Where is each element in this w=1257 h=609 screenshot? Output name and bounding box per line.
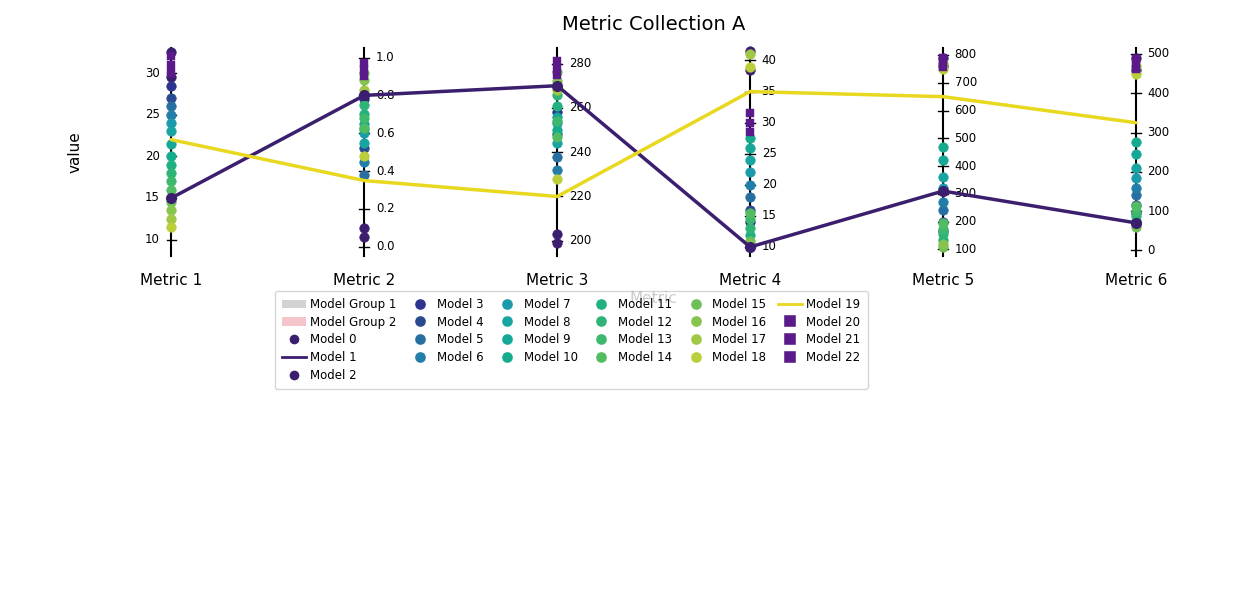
Title: Metric Collection A: Metric Collection A — [562, 15, 745, 34]
Text: 30: 30 — [145, 66, 160, 80]
Text: 10: 10 — [145, 233, 160, 246]
Text: 20: 20 — [762, 178, 777, 191]
Text: 260: 260 — [568, 101, 591, 114]
Text: 25: 25 — [762, 147, 777, 160]
Text: Metric 6: Metric 6 — [1105, 273, 1166, 288]
Text: 500: 500 — [954, 132, 977, 145]
Text: Metric 5: Metric 5 — [911, 273, 974, 288]
Text: Metric 2: Metric 2 — [333, 273, 396, 288]
Text: 0.8: 0.8 — [376, 89, 395, 102]
Text: 0.0: 0.0 — [376, 241, 395, 253]
Text: 400: 400 — [1148, 86, 1170, 100]
Text: 20: 20 — [145, 150, 160, 163]
Text: 500: 500 — [1148, 48, 1169, 60]
Text: 400: 400 — [954, 160, 977, 172]
Text: 30: 30 — [762, 116, 777, 129]
Text: 40: 40 — [762, 54, 777, 67]
Text: 700: 700 — [954, 76, 977, 90]
Text: 100: 100 — [954, 243, 977, 256]
Text: 200: 200 — [568, 234, 591, 247]
Text: 15: 15 — [762, 209, 777, 222]
Text: 0.4: 0.4 — [376, 164, 395, 178]
Text: Metric: Metric — [630, 290, 678, 306]
Text: 600: 600 — [954, 104, 977, 117]
Text: 0.6: 0.6 — [376, 127, 395, 139]
Text: 800: 800 — [954, 49, 977, 62]
Text: 1.0: 1.0 — [376, 51, 395, 64]
Text: 15: 15 — [145, 191, 160, 205]
Text: 200: 200 — [954, 215, 977, 228]
Text: Metric 1: Metric 1 — [141, 273, 202, 288]
Text: 0.2: 0.2 — [376, 202, 395, 216]
Text: 200: 200 — [1148, 165, 1170, 178]
Legend: Model Group 1, Model Group 2, Model 0, Model 1, Model 2, Model 3, Model 4, Model: Model Group 1, Model Group 2, Model 0, M… — [275, 290, 867, 389]
Text: 280: 280 — [568, 57, 591, 70]
Text: 220: 220 — [568, 190, 591, 203]
Text: 25: 25 — [145, 108, 160, 121]
Text: Metric 4: Metric 4 — [719, 273, 781, 288]
Text: 240: 240 — [568, 146, 591, 159]
Text: 300: 300 — [1148, 126, 1169, 139]
Text: 100: 100 — [1148, 205, 1170, 217]
Text: Metric 3: Metric 3 — [525, 273, 588, 288]
Text: 300: 300 — [954, 188, 977, 200]
Text: 35: 35 — [762, 85, 777, 98]
Text: 10: 10 — [762, 241, 777, 253]
Text: value: value — [68, 132, 83, 173]
Text: 0: 0 — [1148, 244, 1155, 257]
